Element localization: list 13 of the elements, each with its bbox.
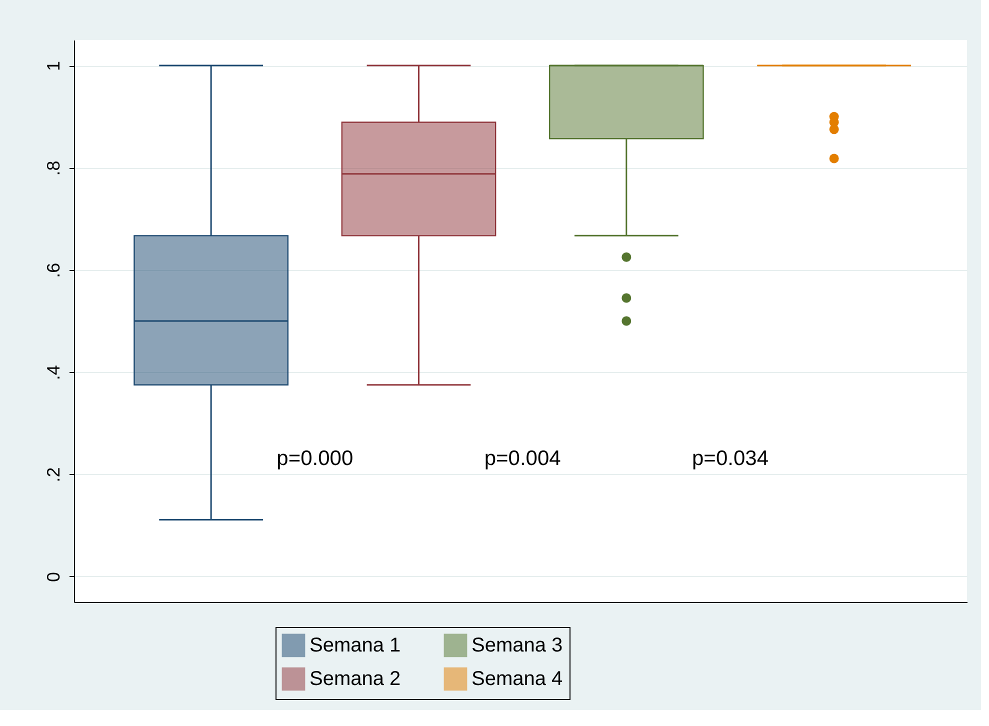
y-tick-label: 1 <box>44 61 64 72</box>
y-tick-label: .4 <box>44 365 64 380</box>
annotation: p=0.000 <box>276 446 354 470</box>
legend-label: Semana 3 <box>472 634 563 656</box>
legend-label: Semana 1 <box>310 634 401 656</box>
legend-label: Semana 2 <box>310 668 401 690</box>
legend-label: Semana 4 <box>472 668 563 690</box>
annotation: p=0.004 <box>484 446 562 470</box>
annotation: p=0.034 <box>692 446 769 470</box>
y-tick-label: .6 <box>44 262 64 278</box>
y-tick-label: .2 <box>44 467 64 482</box>
y-tick-label: .8 <box>44 160 64 176</box>
y-tick-label: 0 <box>44 572 64 582</box>
